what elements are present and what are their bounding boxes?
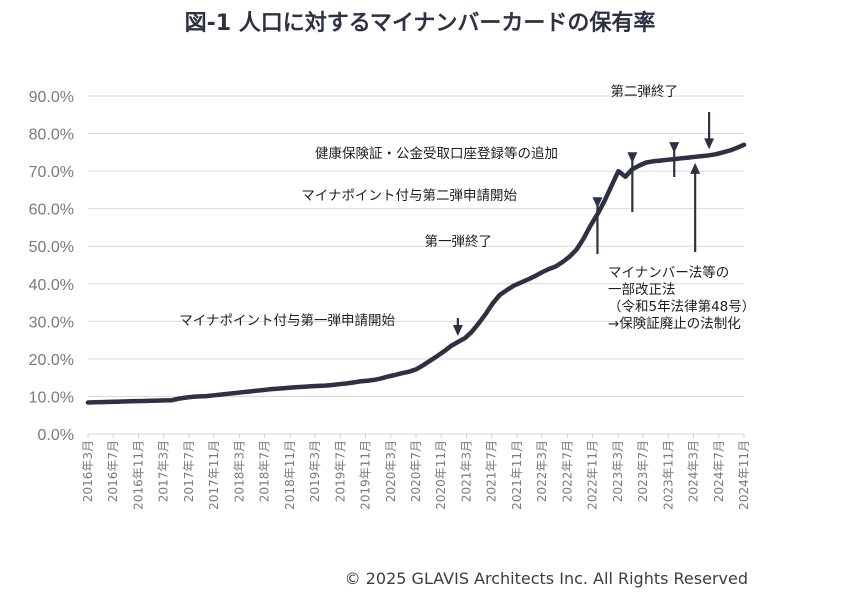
annotation-arrow-head [452, 324, 463, 336]
annotation-text: マイナポイント付与第一弾申請開始 [179, 312, 395, 329]
x-tick-label: 2019年3月 [308, 440, 322, 502]
x-tick-label: 2016年11月 [131, 440, 145, 510]
y-tick-label: 10.0% [29, 389, 74, 406]
annotation: 第一弾終了 [425, 197, 603, 254]
annotation-text: マイナンバー法等の [608, 264, 729, 281]
y-axis-ticks: 0.0% 10.0% 20.0% 30.0% 40.0% 50.0% 60.0% 70.0% 8… [29, 89, 74, 444]
x-tick-label: 2017年3月 [157, 440, 171, 502]
x-tick-label: 2020年11月 [434, 440, 448, 510]
x-tick-label: 2021年11月 [510, 440, 524, 510]
x-tick-label: 2017年11月 [207, 440, 221, 510]
x-tick-label: 2024年11月 [737, 440, 751, 510]
annotation-text: 一部改正法 [608, 282, 676, 298]
annotation: マイナポイント付与第一弾申請開始 [179, 312, 463, 336]
y-tick-label: 70.0% [29, 164, 74, 181]
x-tick-label: 2016年3月 [81, 440, 95, 502]
y-tick-label: 30.0% [29, 314, 74, 331]
x-tick-label: 2022年3月 [535, 440, 549, 502]
y-tick-label: 0.0% [38, 427, 74, 444]
x-tick-label: 2023年7月 [636, 440, 650, 502]
x-tick-label: 2023年3月 [611, 440, 625, 502]
x-tick-label: 2022年11月 [586, 440, 600, 510]
y-tick-label: 40.0% [29, 277, 74, 294]
series-layer [85, 142, 747, 405]
y-tick-label: 20.0% [29, 352, 74, 369]
x-tick-label: 2020年7月 [409, 440, 423, 502]
x-tick-label: 2020年3月 [384, 440, 398, 502]
x-tick-label: 2018年7月 [258, 440, 272, 502]
annotation-text: 第二弾終了 [611, 83, 679, 100]
annotation: 健康保険証・公金受取口座登録等の追加 [315, 142, 680, 177]
y-tick-label: 60.0% [29, 202, 74, 219]
x-tick-label: 2022年7月 [560, 440, 574, 502]
annotation-text: 第一弾終了 [425, 233, 493, 250]
y-tick-label: 50.0% [29, 239, 74, 256]
copyright-notice: © 2025 GLAVIS Architects Inc. All Rights… [345, 569, 748, 588]
x-axis-ticks: 2016年3月 2016年7月 2016年11月 2017年3月 2017年7月 2017… [81, 434, 751, 510]
x-tick-label: 2018年3月 [232, 440, 246, 502]
x-tick-label: 2021年7月 [485, 440, 499, 502]
annotations: マイナポイント付与第一弾申請開始 第一弾終了 マイナポイント付与第二弾申請開始 健康保… [179, 83, 755, 336]
annotation: マイナポイント付与第二弾申請開始 [301, 152, 638, 212]
y-tick-label: 90.0% [29, 89, 74, 106]
x-tick-label: 2019年7月 [333, 440, 347, 502]
annotation-text: 健康保険証・公金受取口座登録等の追加 [315, 145, 558, 162]
annotation-text: （令和5年法律第48号） [608, 298, 755, 315]
x-tick-label: 2019年11月 [359, 440, 373, 510]
x-tick-label: 2021年3月 [459, 440, 473, 502]
annotation-arrow-head [690, 162, 701, 174]
x-tick-label: 2024年3月 [687, 440, 701, 502]
series-line [85, 142, 747, 405]
x-tick-label: 2017年7月 [182, 440, 196, 502]
x-tick-label: 2016年7月 [106, 440, 120, 502]
chart-title: 図-1 人口に対するマイナンバーカードの保有率 [185, 10, 656, 36]
annotation-text: マイナポイント付与第二弾申請開始 [301, 187, 517, 204]
annotation-arrow-head [704, 138, 715, 150]
annotation-arrow-head [669, 142, 680, 154]
x-tick-label: 2024年7月 [712, 440, 726, 502]
x-tick-label: 2018年11月 [283, 440, 297, 510]
annotation: 第二弾終了 [611, 83, 715, 150]
annotation-arrow-head [592, 197, 603, 209]
annotation-arrow-head [627, 152, 638, 164]
y-tick-label: 80.0% [29, 127, 74, 144]
annotation-text: →保険証廃止の法制化 [608, 315, 741, 332]
x-tick-label: 2023年11月 [661, 440, 675, 510]
